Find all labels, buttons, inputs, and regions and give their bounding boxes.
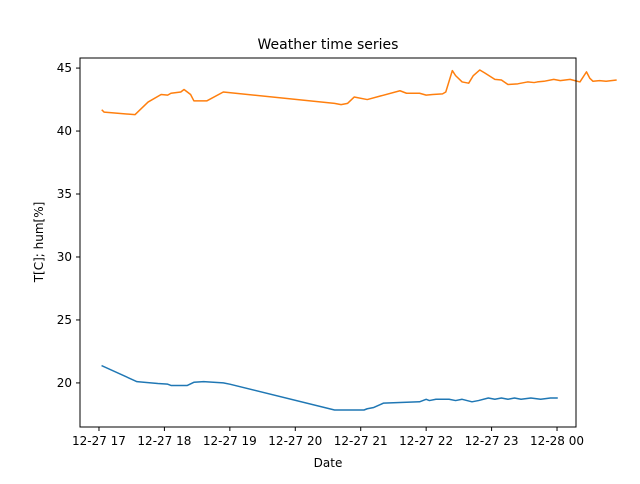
axis-ticks: 12-27 17 12-27 18 12-27 19 12-27 20 12-27 21… (57, 61, 584, 448)
x-tick-label: 12-28 00 (530, 434, 584, 448)
x-tick-label: 12-27 17 (72, 434, 126, 448)
y-tick-label: 35 (57, 187, 72, 201)
y-tick-label: 45 (57, 61, 72, 75)
y-tick-label: 30 (57, 250, 72, 264)
y-tick-label: 40 (57, 124, 72, 138)
y-tick-label: 20 (57, 376, 72, 390)
x-tick-label: 12-27 20 (268, 434, 322, 448)
x-tick-label: 12-27 18 (137, 434, 191, 448)
x-tick-label: 12-27 19 (203, 434, 257, 448)
y-tick-label: 25 (57, 313, 72, 327)
x-tick-label: 12-27 22 (399, 434, 453, 448)
series-line-0 (101, 364, 558, 411)
series-line-1 (101, 69, 617, 116)
plot-area (101, 69, 617, 411)
x-axis-label: Date (314, 456, 343, 470)
chart-title: Weather time series (258, 37, 399, 53)
x-tick-label: 12-27 21 (334, 434, 388, 448)
axes-frame (79, 57, 577, 428)
y-axis-label: T[C]; hum[%] (32, 202, 46, 284)
x-tick-label: 12-27 23 (465, 434, 519, 448)
